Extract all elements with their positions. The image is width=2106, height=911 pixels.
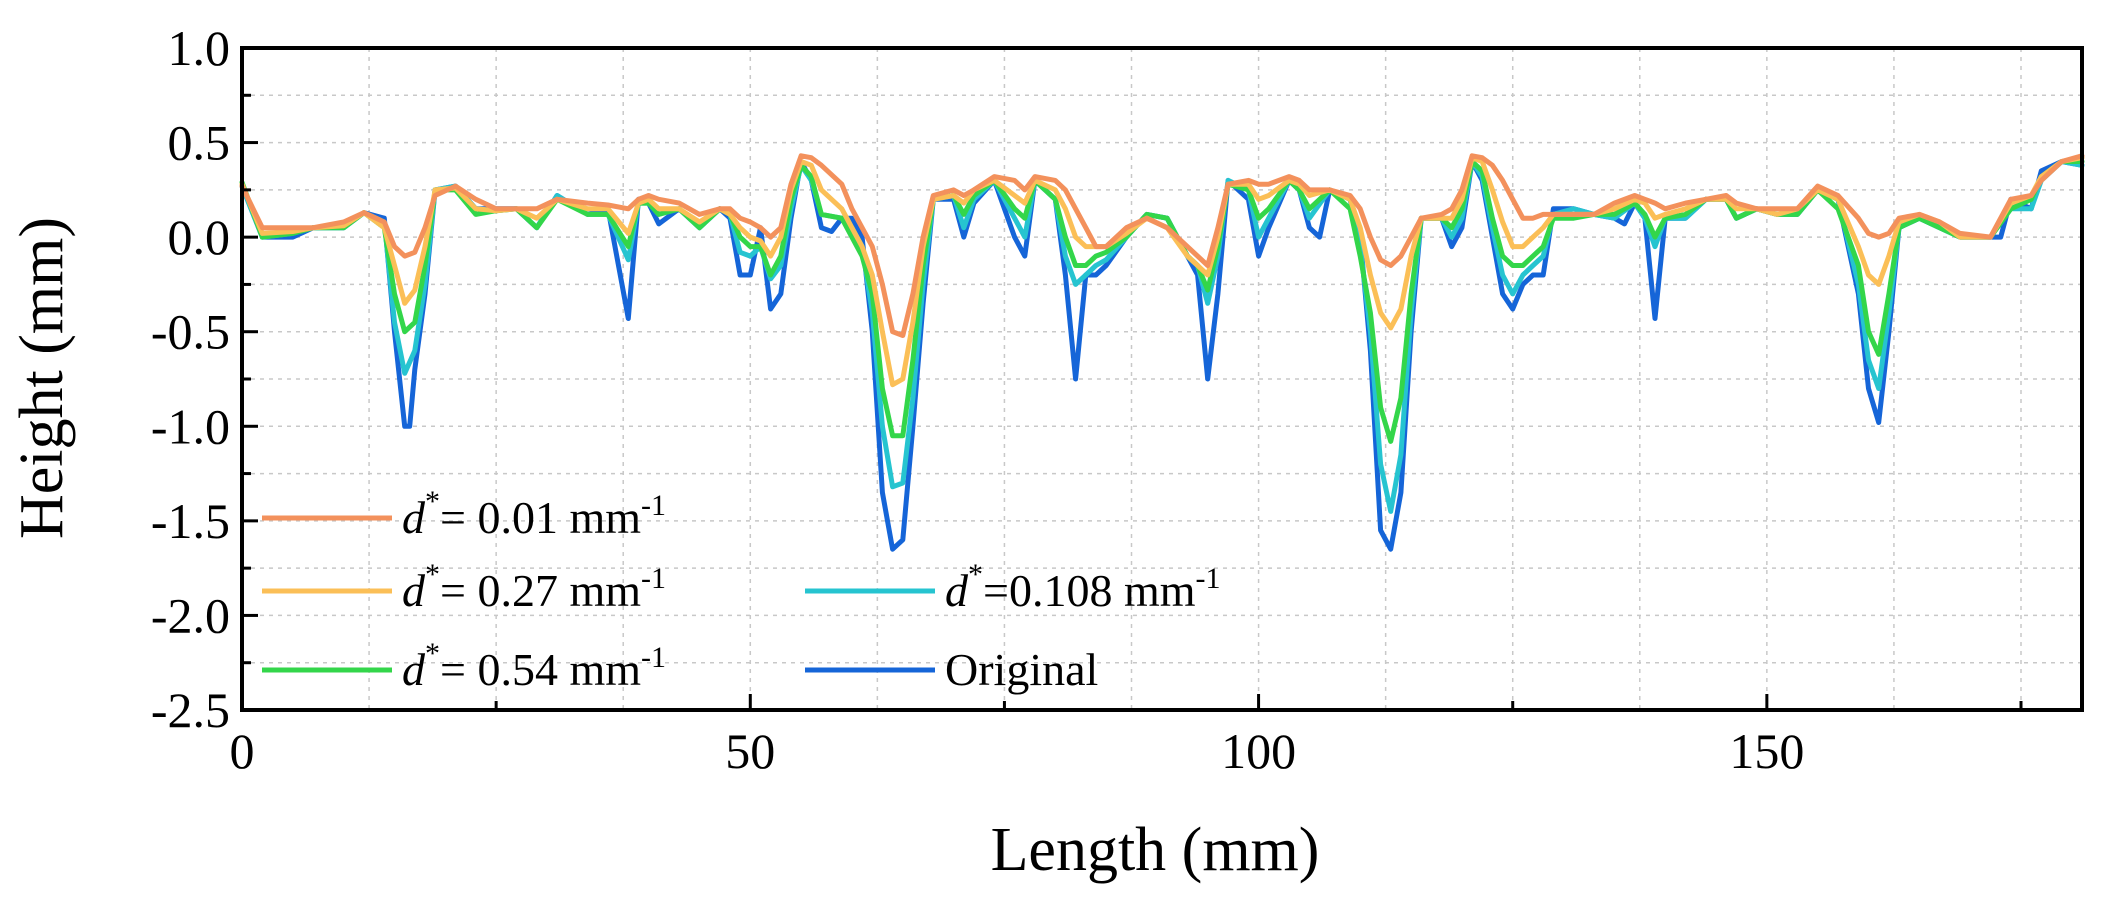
legend-label: d*=0.108 mm-1 bbox=[945, 558, 1221, 616]
legend-label: d*= 0.27 mm-1 bbox=[402, 558, 666, 616]
legend-label: d*= 0.54 mm-1 bbox=[402, 637, 666, 695]
x-axis-title: Length (mm) bbox=[991, 816, 1320, 884]
grid-lines bbox=[242, 48, 2082, 710]
y-tick-label: -0.5 bbox=[151, 304, 230, 360]
legend-label: Original bbox=[945, 644, 1098, 695]
x-tick-label: 50 bbox=[725, 723, 775, 779]
legend: d*= 0.01 mm-1 d*= 0.27 mm-1 d*=0.108 mm-1 d… bbox=[262, 485, 1221, 695]
axes bbox=[240, 46, 2084, 712]
y-tick-label: -1.5 bbox=[151, 493, 230, 549]
tick-labels: 0 50 100 150 1.0 0.5 0.0 -0.5 -1.0 -1.5 -2.0 -2.5 bbox=[151, 20, 1805, 779]
series-lines bbox=[239, 153, 2085, 552]
x-tick-label: 150 bbox=[1729, 723, 1804, 779]
y-tick-label: -1.0 bbox=[151, 398, 230, 454]
x-tick-label: 100 bbox=[1221, 723, 1296, 779]
series-line bbox=[239, 153, 2085, 338]
legend-label: d*= 0.01 mm-1 bbox=[402, 485, 666, 543]
y-tick-label: 0.0 bbox=[168, 209, 231, 265]
y-axis-title: Height (mm) bbox=[8, 217, 76, 539]
y-tick-label: -2.0 bbox=[151, 587, 230, 643]
y-tick-label: 0.5 bbox=[168, 115, 231, 171]
y-tick-label: -2.5 bbox=[151, 682, 230, 738]
y-tick-label: 1.0 bbox=[168, 20, 231, 76]
x-tick-label: 0 bbox=[230, 723, 255, 779]
